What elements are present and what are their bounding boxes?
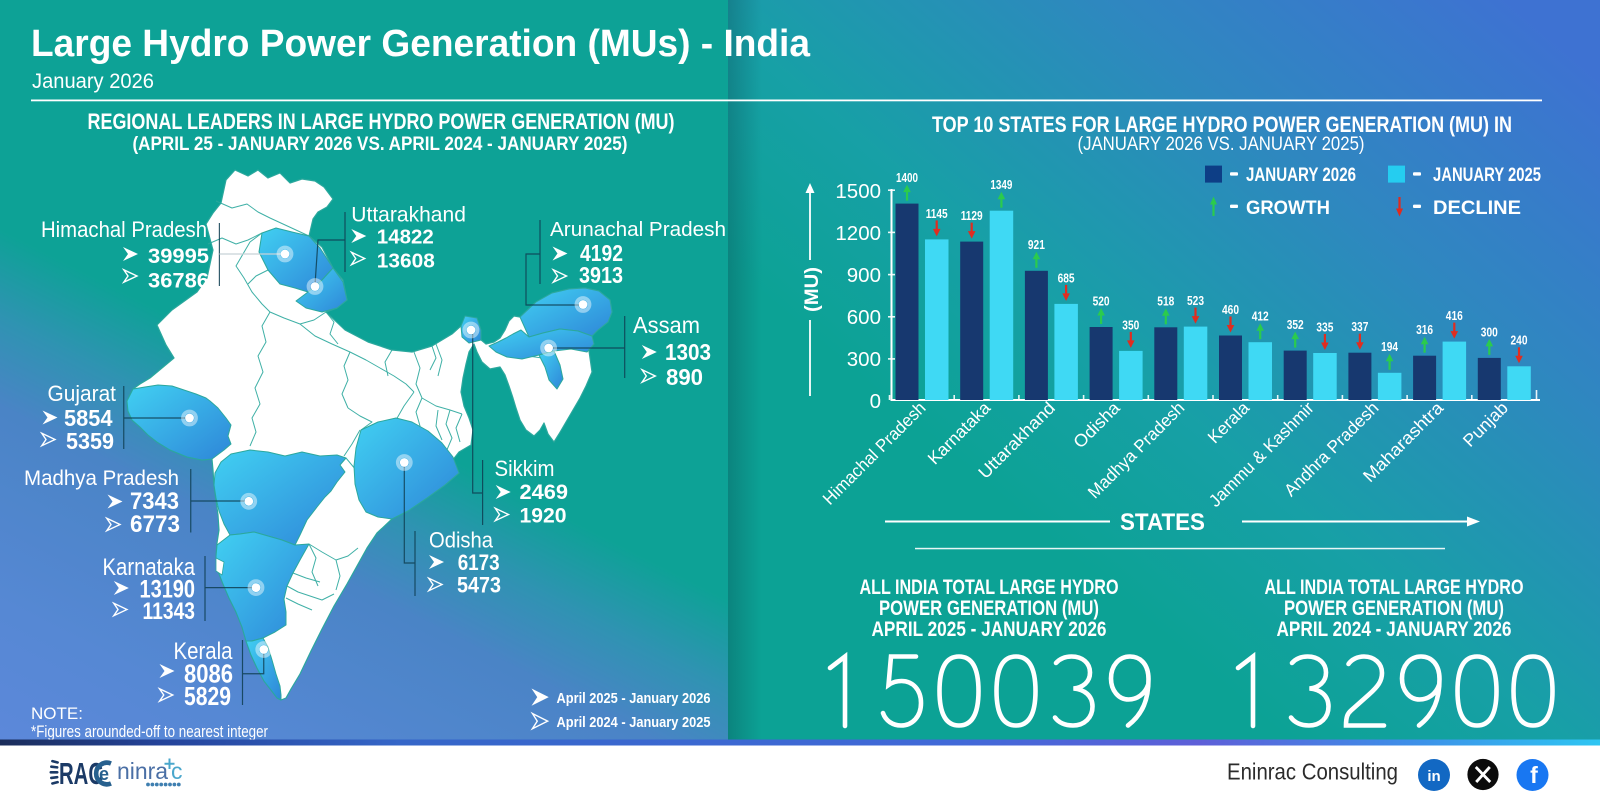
svg-text:523: 523 — [1187, 293, 1204, 308]
svg-text:NOTE:: NOTE: — [31, 704, 83, 723]
svg-text:GROWTH: GROWTH — [1246, 198, 1330, 219]
svg-text:Large Hydro Power Generation (: Large Hydro Power Generation (MUs) - Ind… — [31, 23, 811, 65]
svg-text:5854: 5854 — [64, 405, 113, 431]
svg-text:300: 300 — [1481, 324, 1498, 339]
svg-text:36786: 36786 — [148, 270, 209, 293]
svg-text:240: 240 — [1511, 333, 1528, 348]
svg-text:13190: 13190 — [140, 576, 196, 604]
svg-text:3913: 3913 — [579, 262, 623, 288]
svg-text:1145: 1145 — [926, 206, 948, 221]
svg-text:Eninrac Consulting: Eninrac Consulting — [1227, 759, 1398, 785]
svg-text:5829: 5829 — [184, 681, 231, 711]
svg-text:JANUARY 2025: JANUARY 2025 — [1433, 165, 1541, 186]
svg-text:518: 518 — [1157, 294, 1174, 309]
svg-text:1500: 1500 — [835, 180, 881, 203]
svg-text:Kerala: Kerala — [174, 638, 234, 665]
svg-text:1400: 1400 — [896, 170, 918, 185]
svg-text:39995: 39995 — [148, 245, 209, 268]
svg-text:January 2026: January 2026 — [32, 70, 154, 93]
svg-text:6773: 6773 — [130, 511, 180, 538]
svg-text:600: 600 — [847, 306, 881, 329]
svg-text:13608: 13608 — [377, 250, 435, 273]
svg-text:APRIL 2024 - JANUARY 2026: APRIL 2024 - JANUARY 2026 — [1277, 618, 1512, 641]
svg-text:1920: 1920 — [520, 505, 567, 528]
svg-text:520: 520 — [1093, 293, 1110, 308]
svg-text:685: 685 — [1058, 270, 1075, 285]
svg-text:e: e — [99, 764, 109, 784]
svg-text:Karnataka: Karnataka — [103, 554, 196, 581]
svg-text:Punjab: Punjab — [1459, 398, 1512, 451]
svg-text:6173: 6173 — [458, 550, 500, 575]
svg-text:Uttarakhand: Uttarakhand — [351, 204, 466, 227]
svg-text:0: 0 — [870, 390, 881, 413]
svg-text:in: in — [1427, 768, 1440, 785]
svg-text:Gujarat: Gujarat — [48, 381, 117, 406]
svg-text:DECLINE: DECLINE — [1433, 198, 1521, 219]
svg-text:POWER GENERATION (MU): POWER GENERATION (MU) — [879, 597, 1099, 620]
svg-text:1303: 1303 — [665, 339, 711, 365]
svg-text:14822: 14822 — [377, 226, 434, 249]
svg-text:TOP 10 STATES FOR LARGE HYDRO: TOP 10 STATES FOR LARGE HYDRO POWER GENE… — [932, 112, 1512, 137]
svg-text:(MU): (MU) — [802, 267, 823, 312]
svg-text:460: 460 — [1222, 302, 1239, 317]
svg-text:Odisha: Odisha — [1069, 397, 1124, 452]
svg-text:300: 300 — [847, 348, 881, 371]
svg-text:APRIL 2025 - JANUARY 2026: APRIL 2025 - JANUARY 2026 — [872, 618, 1107, 641]
svg-text:Sikkim: Sikkim — [495, 456, 555, 481]
svg-text:1200: 1200 — [835, 222, 881, 245]
svg-text:REGIONAL LEADERS IN LARGE HYDR: REGIONAL LEADERS IN LARGE HYDRO POWER GE… — [88, 109, 675, 134]
svg-text:194: 194 — [1381, 339, 1399, 354]
svg-text:412: 412 — [1252, 309, 1269, 324]
svg-text:890: 890 — [666, 364, 703, 390]
svg-text:Himachal Pradesh: Himachal Pradesh — [819, 398, 930, 509]
svg-text:(APRIL 25 - JANUARY 2026 VS. A: (APRIL 25 - JANUARY 2026 VS. APRIL 2024 … — [133, 134, 628, 155]
svg-text:1349: 1349 — [990, 177, 1012, 192]
svg-text:c: c — [171, 758, 183, 784]
svg-text:900: 900 — [847, 264, 881, 287]
svg-text:Assam: Assam — [633, 312, 700, 338]
svg-text:921: 921 — [1028, 237, 1045, 252]
svg-text:April 2025 - January 2026: April 2025 - January 2026 — [557, 690, 711, 707]
svg-text:1129: 1129 — [961, 208, 983, 223]
svg-text:5473: 5473 — [457, 573, 501, 598]
svg-text:ALL INDIA TOTAL LARGE HYDRO: ALL INDIA TOTAL LARGE HYDRO — [1265, 576, 1524, 599]
svg-text:Madhya Pradesh: Madhya Pradesh — [24, 467, 179, 490]
svg-text:4192: 4192 — [580, 240, 623, 266]
svg-text:f: f — [1530, 762, 1538, 788]
svg-text:*Figures arounded-off to neare: *Figures arounded-off to nearest integer — [31, 722, 268, 741]
svg-text:(JANUARY 2026 VS. JANUARY 2025: (JANUARY 2026 VS. JANUARY 2025) — [1078, 134, 1365, 155]
svg-text:11343: 11343 — [143, 598, 196, 625]
svg-text:ALL INDIA TOTAL LARGE HYDRO: ALL INDIA TOTAL LARGE HYDRO — [860, 576, 1119, 599]
svg-text:337: 337 — [1351, 319, 1368, 334]
svg-text:JANUARY 2026: JANUARY 2026 — [1246, 165, 1356, 186]
svg-text:Himachal Pradesh: Himachal Pradesh — [41, 217, 207, 242]
svg-text:5359: 5359 — [66, 428, 114, 454]
svg-text:Odisha: Odisha — [429, 528, 494, 553]
svg-text:POWER GENERATION (MU): POWER GENERATION (MU) — [1284, 597, 1504, 620]
svg-text:335: 335 — [1316, 319, 1333, 334]
svg-text:350: 350 — [1122, 317, 1139, 332]
svg-text:316: 316 — [1416, 322, 1433, 337]
svg-text:STATES: STATES — [1120, 509, 1205, 536]
svg-text:8086: 8086 — [184, 659, 233, 689]
svg-text:2469: 2469 — [520, 481, 569, 504]
svg-text:352: 352 — [1287, 317, 1304, 332]
svg-text:Kerala: Kerala — [1204, 398, 1254, 448]
svg-text:7343: 7343 — [130, 488, 179, 515]
svg-text:416: 416 — [1446, 308, 1463, 323]
svg-text:Arunachal Pradesh: Arunachal Pradesh — [550, 219, 726, 241]
svg-text:ninra: ninra — [117, 758, 168, 784]
svg-text:April 2024 - January 2025: April 2024 - January 2025 — [557, 714, 711, 731]
